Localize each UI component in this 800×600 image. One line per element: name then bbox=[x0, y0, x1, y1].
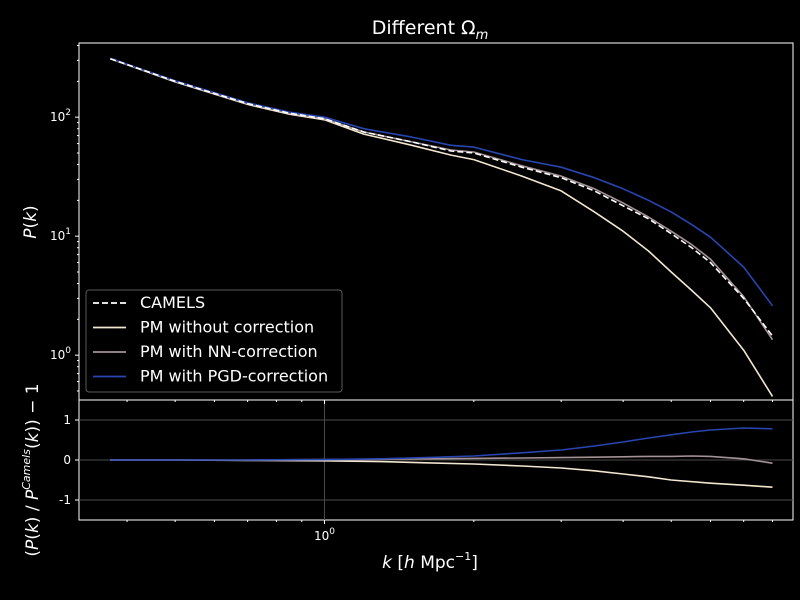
legend-label-pm-with-nn-correction: PM with NN-correction bbox=[140, 342, 318, 361]
bottom-y-ticks: 1 0 -1 bbox=[59, 413, 79, 507]
top-line-camels bbox=[110, 57, 774, 337]
chart-title: Different Ωm bbox=[372, 17, 489, 43]
top-line-pm-without-correction bbox=[110, 57, 774, 397]
legend: CAMELS PM without correction PM with NN-co… bbox=[85, 289, 343, 393]
x-ticks bbox=[126, 400, 773, 524]
top-line-pm-with-pgd-correction bbox=[110, 57, 774, 307]
top-y-tick-label: 102 bbox=[50, 108, 71, 124]
top-series-lines bbox=[110, 57, 774, 397]
x-tick-label: 100 bbox=[314, 527, 335, 543]
bottom-series-lines bbox=[110, 427, 773, 488]
bottom-line-pm-with-pgd-correction bbox=[110, 427, 773, 461]
x-axis-label: k [h Mpc−1] bbox=[382, 550, 478, 573]
bottom-y-tick-label: 1 bbox=[63, 413, 71, 427]
top-y-axis-label: P(k) bbox=[21, 205, 41, 238]
top-y-tick-label: 101 bbox=[50, 227, 71, 243]
legend-label-camels: CAMELS bbox=[140, 293, 205, 312]
legend-label-pm-with-pgd-correction: PM with PGD-correction bbox=[140, 367, 328, 386]
bottom-panel: 1 0 -1 bbox=[59, 399, 794, 521]
legend-label-pm-without-correction: PM without correction bbox=[140, 318, 314, 337]
top-y-tick-label: 100 bbox=[50, 346, 71, 362]
top-y-ticks: 102 101 100 bbox=[50, 45, 79, 392]
bottom-y-axis-label: (P(k) / PCamels(k)) − 1 bbox=[20, 383, 43, 556]
bottom-y-tick-label: -1 bbox=[59, 493, 71, 507]
legend-box bbox=[85, 289, 343, 393]
bottom-y-tick-label: 0 bbox=[63, 453, 71, 467]
top-line-pm-with-nn-correction bbox=[110, 57, 774, 341]
